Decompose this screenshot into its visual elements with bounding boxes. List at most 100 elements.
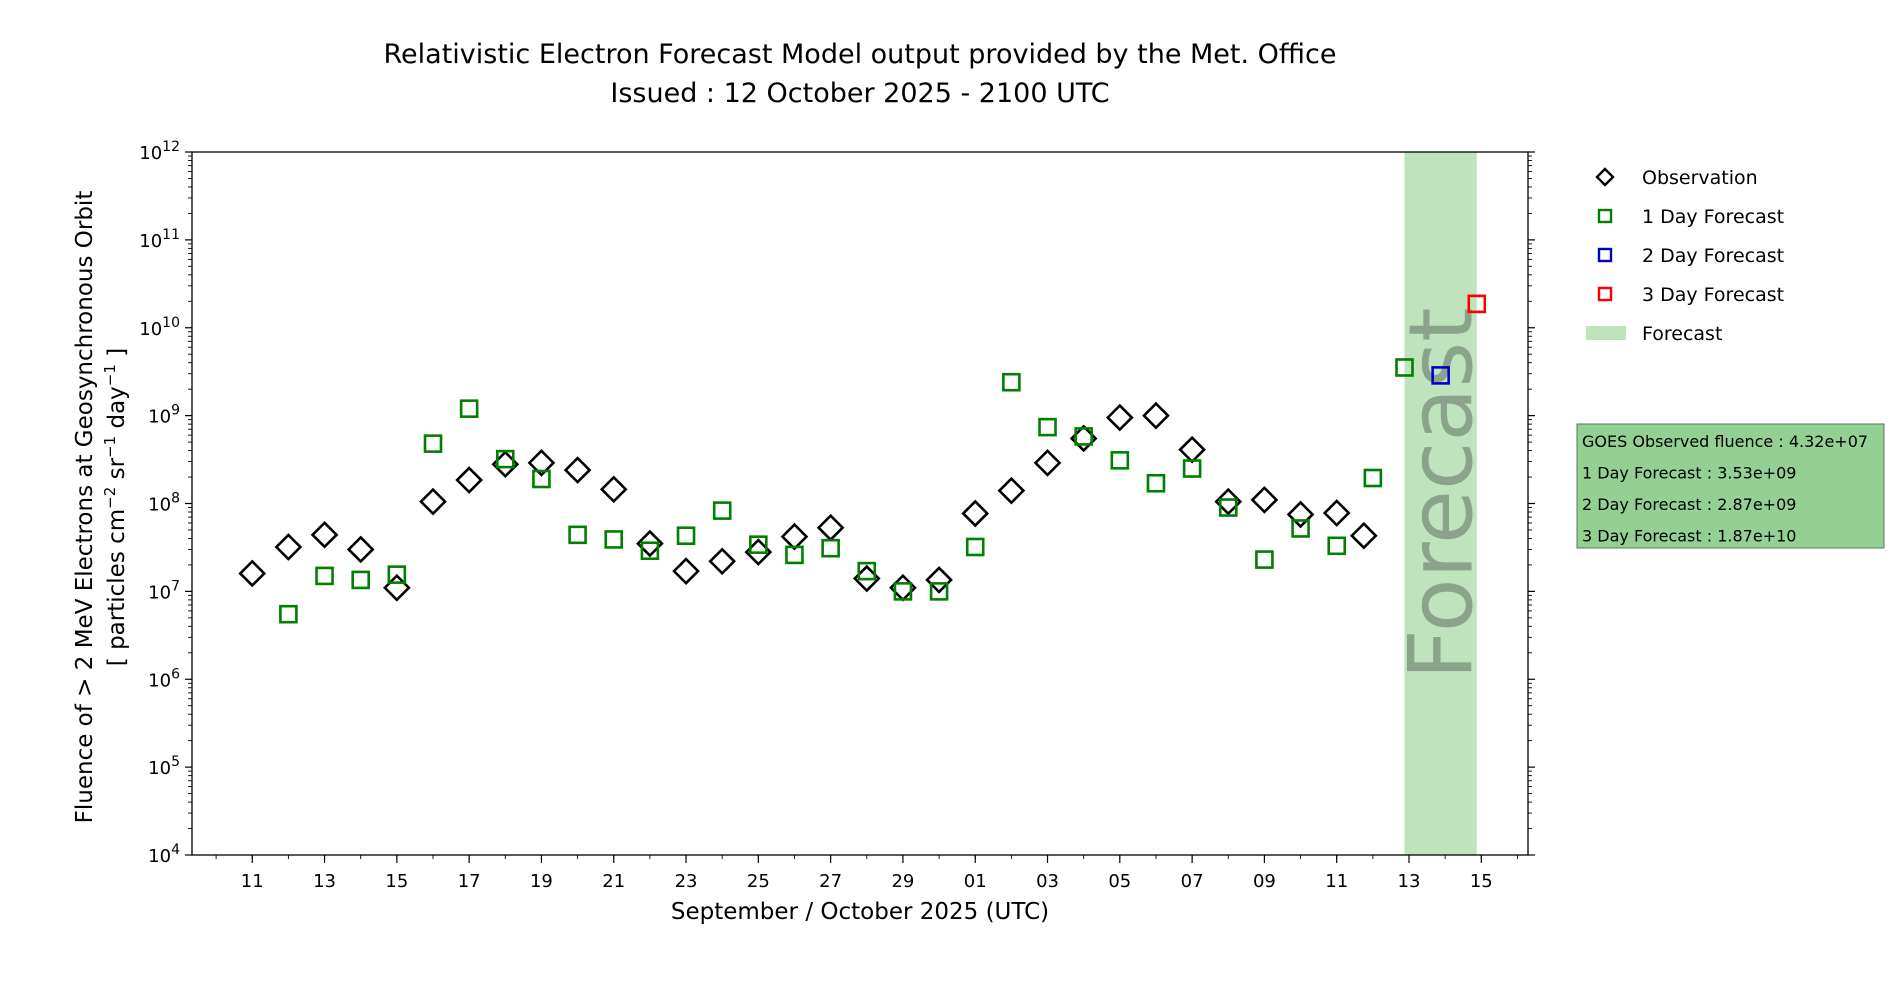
x-axis-label: September / October 2025 (UTC) (671, 899, 1049, 925)
observation-marker (274, 533, 303, 561)
1-day-forecast-marker (1291, 519, 1310, 538)
forecast-band-group: Forecast (1390, 152, 1493, 855)
info-box-line: 3 Day Forecast : 1.87e+10 (1582, 527, 1796, 546)
y-axis-label-line2: [ particles cm−2 sr−1 day−1 ] (101, 348, 130, 666)
x-tick-label: 21 (602, 871, 625, 892)
observation-marker (1142, 401, 1170, 430)
x-tick-label: 05 (1108, 871, 1131, 892)
1-day-forecast-marker (1182, 459, 1202, 478)
observation-marker (1286, 500, 1315, 529)
1-day-forecast-marker (1110, 451, 1130, 470)
x-tick-label: 11 (1325, 871, 1348, 892)
1-day-forecast-marker (532, 469, 551, 489)
y-tick-label: 104 (148, 842, 180, 867)
1-day-forecast-marker (893, 582, 913, 601)
1-day-forecast-marker (857, 561, 877, 581)
1-day-forecast-marker (604, 530, 624, 549)
1-day-forecast-marker (423, 434, 443, 453)
x-tick-label: 09 (1253, 871, 1276, 892)
1-day-forecast-marker (821, 538, 840, 558)
legend-swatch-forecast (1586, 326, 1626, 340)
legend-label-2-day-forecast: 2 Day Forecast (1642, 245, 1784, 267)
x-tick-label: 13 (1398, 871, 1421, 892)
data-markers (238, 294, 1487, 624)
1-day-forecast-marker (676, 526, 696, 546)
observation-marker (310, 520, 339, 549)
x-tick-label: 29 (891, 871, 914, 892)
observation-marker (238, 559, 267, 588)
1-day-forecast-marker (568, 525, 587, 545)
info-box-line: 1 Day Forecast : 3.53e+09 (1582, 464, 1796, 483)
1-day-forecast-marker (387, 565, 407, 584)
chart-title: Relativistic Electron Forecast Model out… (384, 39, 1337, 70)
observation-marker (708, 547, 737, 576)
1-day-forecast-marker (640, 541, 660, 561)
y-axis-label-line1: Fluence of > 2 MeV Electrons at Geosynch… (72, 191, 98, 824)
observation-marker (1105, 403, 1134, 432)
observation-marker (1250, 486, 1279, 514)
observation-marker (997, 476, 1026, 505)
x-tick-label: 19 (530, 871, 553, 892)
info-box-line: 2 Day Forecast : 2.87e+09 (1582, 495, 1796, 514)
y-tick-label: 106 (148, 666, 180, 691)
plot-frame (191, 151, 1529, 856)
1-day-forecast-marker (495, 449, 515, 469)
legend-marker-2-day-forecast (1597, 247, 1613, 263)
observation-marker (672, 557, 700, 585)
legend-label-1-day-forecast: 1 Day Forecast (1642, 206, 1784, 228)
observation-marker (925, 566, 953, 594)
1-day-forecast-marker (929, 582, 949, 601)
observation-marker (816, 513, 845, 542)
legend-marker-3-day-forecast (1597, 286, 1613, 302)
2-day-forecast-marker (1431, 366, 1450, 385)
x-tick-label: 17 (458, 871, 481, 892)
x-tick-label: 25 (747, 871, 770, 892)
1-day-forecast-marker (965, 537, 985, 557)
legend: Observation 1 Day Forecast 2 Day Forecast 3… (1586, 167, 1784, 345)
legend-label-observation: Observation (1642, 167, 1758, 189)
legend-label-3-day-forecast: 3 Day Forecast (1642, 284, 1784, 306)
1-day-forecast-marker (1218, 498, 1238, 517)
observation-marker (455, 466, 483, 494)
x-tick-label: 23 (675, 871, 698, 892)
observation-marker (419, 487, 447, 516)
observation-marker (1178, 435, 1206, 464)
x-tick-label: 13 (313, 871, 336, 892)
observation-marker (346, 535, 375, 564)
observation-marker (780, 522, 809, 551)
x-axis: 11 13 15 17 19 21 23 25 27 29 01 03 05 07 09 11 13 15 (215, 855, 1518, 892)
x-tick-label: 15 (385, 871, 408, 892)
1-day-forecast-marker (749, 535, 768, 554)
info-box-line: GOES Observed fluence : 4.32e+07 (1582, 432, 1868, 451)
y-tick-label: 1011 (139, 227, 180, 252)
1-day-forecast-marker (1395, 358, 1414, 377)
observation-marker (636, 529, 664, 558)
1-day-forecast-marker (315, 566, 334, 586)
observation-marker (527, 449, 556, 477)
x-tick-label: 07 (1181, 871, 1204, 892)
legend-label-forecast: Forecast (1642, 323, 1722, 345)
legend-marker-1-day-forecast (1597, 208, 1613, 224)
1-day-forecast-marker (785, 545, 804, 565)
x-tick-label: 03 (1036, 871, 1059, 892)
1-day-forecast-marker (459, 399, 479, 418)
1-day-forecast-marker (1363, 468, 1383, 488)
1-day-forecast-marker (712, 501, 732, 520)
1-day-forecast-marker (1038, 417, 1057, 437)
x-tick-label: 11 (241, 871, 264, 892)
observation-marker (961, 499, 990, 528)
1-day-forecast-marker (1002, 372, 1021, 392)
y-tick-label: 107 (148, 578, 180, 603)
1-day-forecast-marker (351, 570, 370, 590)
observation-marker (1349, 521, 1378, 550)
observation-marker (1214, 487, 1243, 516)
1-day-forecast-marker (1146, 473, 1166, 493)
y-tick-label: 109 (148, 403, 180, 428)
1-day-forecast-marker (279, 604, 298, 624)
1-day-forecast-marker (1255, 550, 1274, 569)
y-tick-label: 1012 (139, 139, 180, 164)
x-tick-label: 15 (1470, 871, 1493, 892)
forecast-band (1404, 152, 1477, 855)
1-day-forecast-marker (1327, 536, 1347, 556)
